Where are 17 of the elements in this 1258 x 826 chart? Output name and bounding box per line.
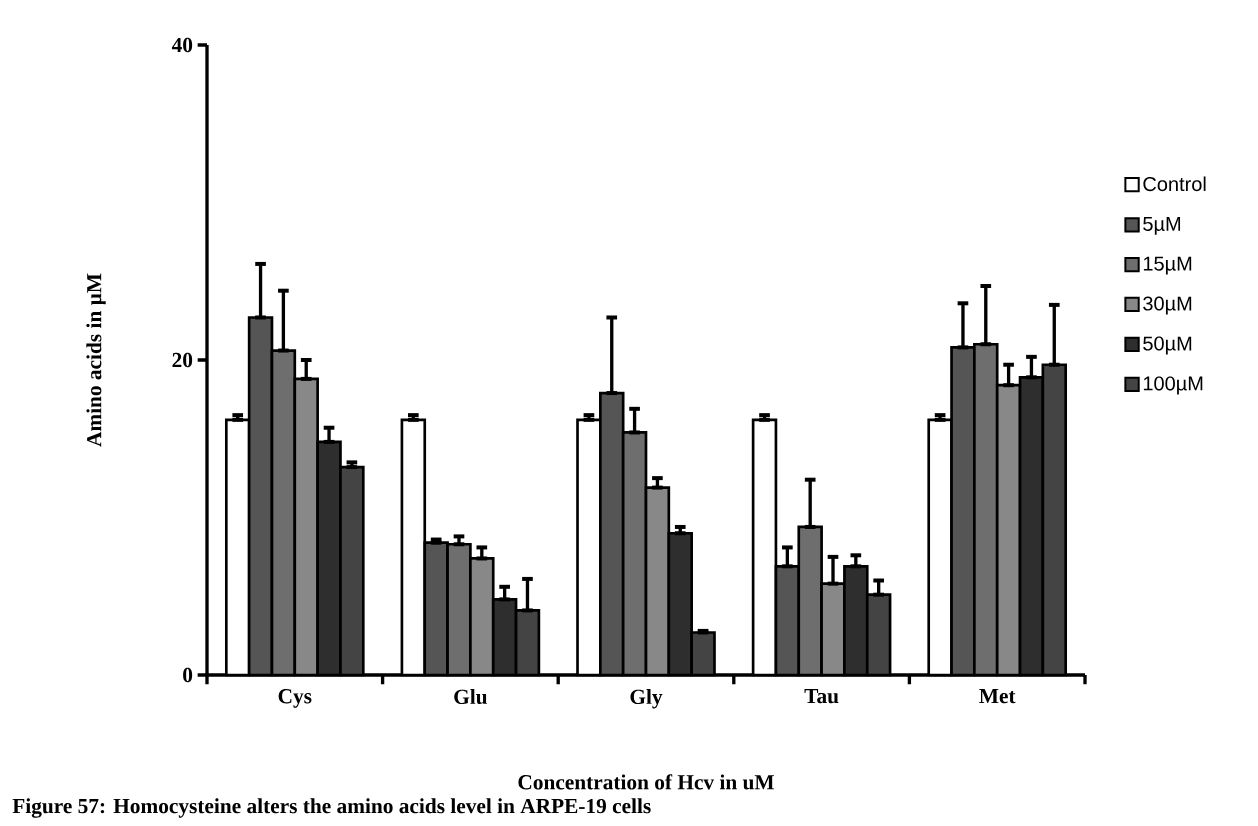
- legend-label: 50µM: [1143, 336, 1192, 355]
- x-axis-title: Concentration of Hcv in uM: [518, 774, 774, 790]
- legend-label: 5µM: [1143, 216, 1181, 235]
- legend-label: 30µM: [1143, 296, 1192, 315]
- x-tick-label: Gly: [630, 689, 663, 709]
- caption: Figure 57: Homocysteine alters the amino acids level in ARPE-19 cells: [12, 798, 651, 818]
- legend-label: 100µM: [1143, 376, 1203, 395]
- y-tick-label: 40: [171, 37, 193, 53]
- x-tick-label: Glu: [454, 689, 488, 705]
- x-tick-label: Met: [979, 689, 1016, 704]
- y-tick-label: 0: [183, 667, 193, 683]
- y-tick-label: 20: [172, 352, 193, 368]
- x-tick-label: Cys: [278, 689, 312, 708]
- y-axis-title: Amino acids in µM: [86, 273, 106, 447]
- legend-label: 15µM: [1143, 256, 1192, 275]
- x-tick-label: Tau: [804, 689, 839, 704]
- legend-label: Control: [1143, 176, 1206, 192]
